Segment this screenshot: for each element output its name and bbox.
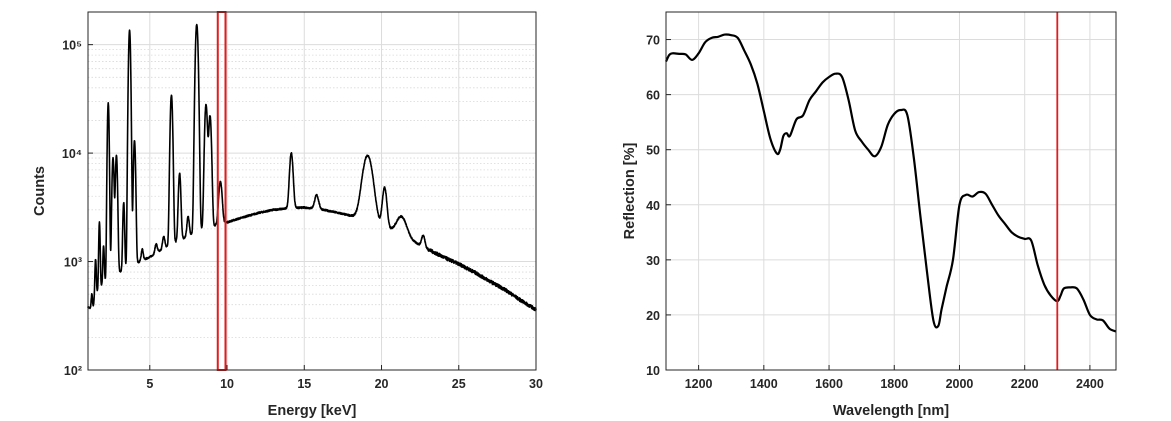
y-tick-label: 30 [646,254,660,268]
x-ticks: 1200 1400 1600 1800 2000 2200 2400 [685,365,1104,391]
x-tick-label: 1200 [685,377,713,391]
x-tick-label: 1800 [880,377,908,391]
reflection-chart: 1200 1400 1600 1800 2000 2200 2400 10 20 30 40 50 6… [622,11,1117,419]
x-tick-label: 10 [220,377,234,391]
reflection-line [665,33,1117,333]
plot-area [88,12,536,370]
y-axis-label: Counts [32,166,48,216]
xrf-spectrum-chart: 5 10 15 20 25 30 10² 10³ 10⁴ 10⁵ Energy [keV] Co… [32,11,543,419]
x-tick-label: 25 [452,377,466,391]
x-tick-label: 2400 [1076,377,1104,391]
y-tick-label: 70 [646,34,660,48]
x-tick-label: 5 [146,377,153,391]
y-tick-label: 50 [646,144,660,158]
y-tick-label: 10⁴ [62,147,82,161]
y-ticks: 10 20 30 40 50 60 70 [646,34,671,378]
y-ticks: 10² 10³ 10⁴ 10⁵ [62,39,93,378]
y-tick-label: 10³ [64,256,82,270]
x-axis-label: Wavelength [nm] [833,403,949,419]
x-ticks: 5 10 15 20 25 30 [146,365,543,391]
spectrum-series [87,23,537,312]
x-tick-label: 1600 [815,377,843,391]
y-tick-label: 20 [646,309,660,323]
y-axis-label: Reflection [%] [622,142,638,239]
x-tick-label: 20 [375,377,389,391]
x-tick-label: 1400 [750,377,778,391]
x-axis-label: Energy [keV] [268,403,357,419]
x-tick-label: 30 [529,377,543,391]
plot-frame [665,11,1117,371]
reflection-series [665,33,1117,333]
x-tick-label: 2200 [1011,377,1039,391]
x-tick-label: 15 [297,377,311,391]
plot-frame [87,11,537,371]
y-tick-label: 10 [646,364,660,378]
y-tick-label: 40 [646,199,660,213]
y-tick-label: 60 [646,89,660,103]
spectrum-line [87,23,537,312]
y-tick-label: 10⁵ [62,39,82,53]
y-tick-label: 10² [64,364,82,378]
x-tick-label: 2000 [946,377,974,391]
plot-area [666,12,1116,370]
